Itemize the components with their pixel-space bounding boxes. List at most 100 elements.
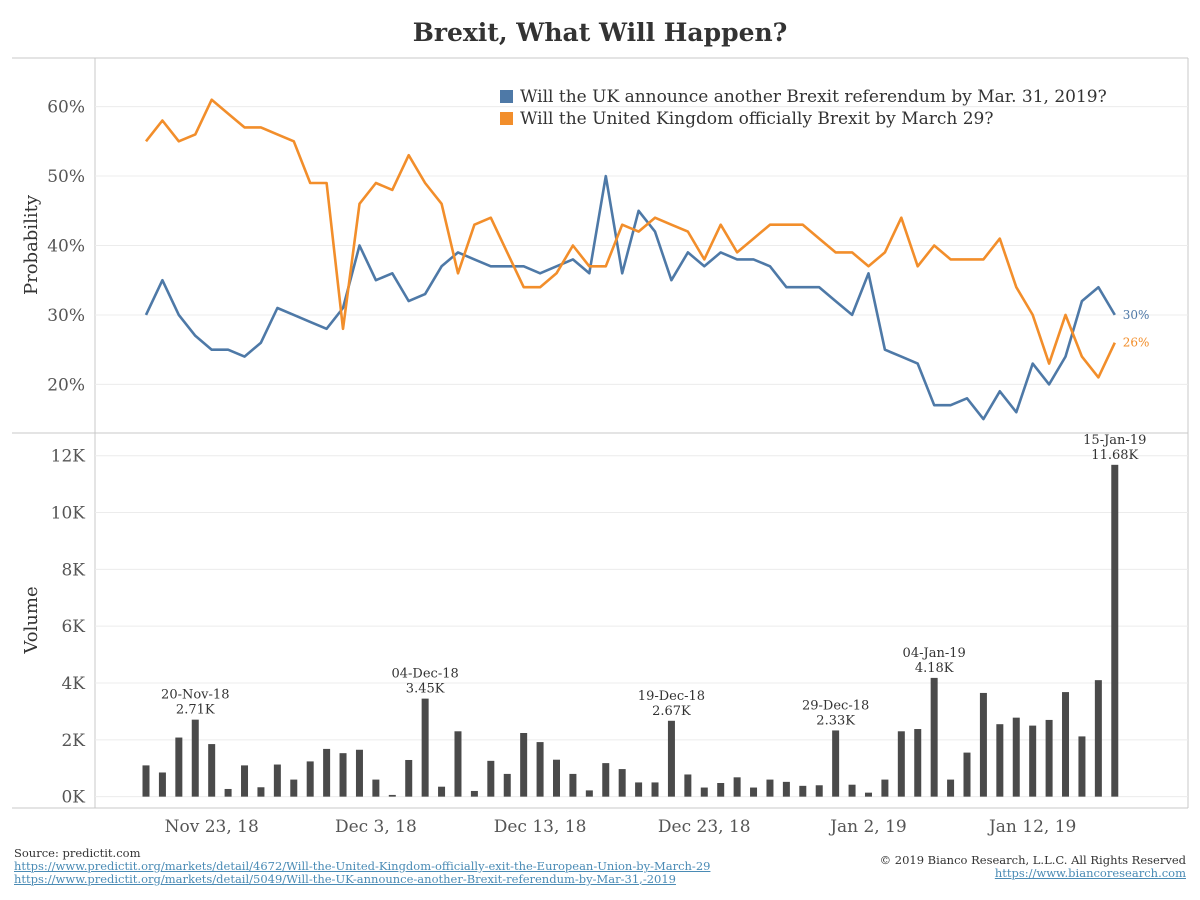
footer-credits: © 2019 Bianco Research, L.L.C. All Right… <box>880 854 1186 880</box>
volume-bar <box>766 779 774 797</box>
volume-bar <box>1111 464 1119 797</box>
prob-tick-label: 50% <box>47 167 85 187</box>
volume-bar <box>224 788 232 797</box>
volume-bar <box>914 729 922 797</box>
date-tick-label: Dec 13, 18 <box>494 817 587 837</box>
volume-bar <box>1094 680 1102 797</box>
volume-bar <box>388 794 396 797</box>
volume-bar <box>421 698 429 797</box>
volume-bar <box>651 782 659 797</box>
volume-bar <box>618 769 626 797</box>
volume-annotation-date: 15-Jan-19 <box>1083 433 1146 448</box>
date-tick-label: Dec 23, 18 <box>658 817 751 837</box>
volume-annotation-value: 3.45K <box>406 682 445 697</box>
legend-swatch <box>500 112 513 125</box>
volume-tick-label: 4K <box>61 674 85 694</box>
volume-bar <box>142 765 150 797</box>
date-tick-label: Jan 12, 19 <box>987 817 1076 837</box>
volume-bar <box>667 720 675 797</box>
prob-tick-label: 20% <box>47 375 85 395</box>
volume-bar <box>979 692 987 797</box>
volume-annotation-date: 04-Dec-18 <box>391 667 458 682</box>
date-tick-label: Nov 23, 18 <box>165 817 259 837</box>
legend-swatch <box>500 90 513 103</box>
volume-bar <box>520 733 528 797</box>
volume-bar <box>503 773 511 797</box>
series-end-label: 26% <box>1123 336 1150 350</box>
volume-annotation-value: 2.67K <box>652 704 691 719</box>
volume-bar <box>947 779 955 797</box>
volume-bar <box>372 779 380 797</box>
copyright-text: © 2019 Bianco Research, L.L.C. All Right… <box>879 853 1186 867</box>
volume-bar <box>848 784 856 797</box>
volume-bar <box>454 731 462 797</box>
volume-tick-label: 8K <box>61 560 85 580</box>
volume-annotation-date: 19-Dec-18 <box>638 689 705 704</box>
volume-bar <box>273 764 281 797</box>
volume-annotation-date: 20-Nov-18 <box>161 688 229 703</box>
volume-bar <box>208 744 216 797</box>
volume-bar <box>158 772 166 797</box>
legend-label: Will the UK announce another Brexit refe… <box>520 87 1107 107</box>
volume-annotation-date: 04-Jan-19 <box>903 646 966 661</box>
volume-bar <box>553 759 560 797</box>
volume-bar <box>470 790 478 797</box>
volume-tick-label: 2K <box>61 731 85 751</box>
volume-annotation-value: 2.71K <box>176 703 215 718</box>
predictit-link-referendum[interactable]: https://www.predictit.org/markets/detail… <box>14 872 676 886</box>
prob-tick-label: 60% <box>47 98 85 118</box>
chart-title: Brexit, What Will Happen? <box>412 18 788 47</box>
series-end-label: 30% <box>1123 308 1150 322</box>
volume-tick-label: 12K <box>51 447 86 467</box>
volume-tick-label: 10K <box>51 504 86 524</box>
volume-annotation-value: 2.33K <box>816 713 855 728</box>
volume-bar <box>864 792 872 797</box>
volume-bar <box>815 785 823 797</box>
source-text: Source: predictit.com <box>14 846 141 860</box>
volume-bar <box>717 783 725 797</box>
series-line-1 <box>144 98 1116 379</box>
volume-bar <box>355 749 363 797</box>
prob-tick-label: 30% <box>47 306 85 326</box>
volume-bar <box>585 790 593 797</box>
volume-bar <box>635 782 643 797</box>
volume-bar <box>1029 725 1037 797</box>
volume-bar <box>930 677 938 797</box>
volume-bar <box>241 765 249 797</box>
volume-bar <box>339 753 347 797</box>
volume-bar <box>536 742 544 797</box>
footer-sources: Source: predictit.com https://www.predic… <box>14 847 710 886</box>
volume-annotation-value: 4.18K <box>915 661 954 676</box>
bianco-website-link[interactable]: https://www.biancoresearch.com <box>994 866 1186 880</box>
prob-axis-title: Probability <box>21 194 42 295</box>
volume-bar <box>881 779 889 797</box>
volume-bar <box>963 752 971 797</box>
volume-bar <box>569 773 577 797</box>
volume-bar <box>175 737 183 797</box>
volume-annotation-value: 11.68K <box>1091 448 1138 463</box>
volume-bar <box>306 761 314 797</box>
volume-tick-label: 0K <box>61 788 85 808</box>
volume-bar <box>290 779 298 797</box>
volume-bar <box>996 724 1004 797</box>
predictit-link-brexit[interactable]: https://www.predictit.org/markets/detail… <box>14 859 711 873</box>
volume-bar <box>323 748 331 797</box>
volume-bar <box>1078 736 1086 797</box>
volume-bar <box>684 774 692 797</box>
series-line-0 <box>144 174 1116 421</box>
volume-bar <box>1045 719 1053 797</box>
volume-bar <box>750 787 758 797</box>
volume-bar <box>602 763 610 797</box>
volume-bar <box>897 731 905 797</box>
volume-bar <box>1012 717 1020 797</box>
volume-bar <box>733 777 741 797</box>
date-tick-label: Jan 2, 19 <box>828 817 907 837</box>
volume-bar <box>405 759 413 797</box>
volume-bar <box>487 760 495 797</box>
volume-bar <box>782 781 790 797</box>
volume-bar <box>257 787 265 797</box>
volume-bar <box>1062 692 1070 797</box>
volume-bar <box>438 786 446 797</box>
volume-bar <box>799 785 807 797</box>
